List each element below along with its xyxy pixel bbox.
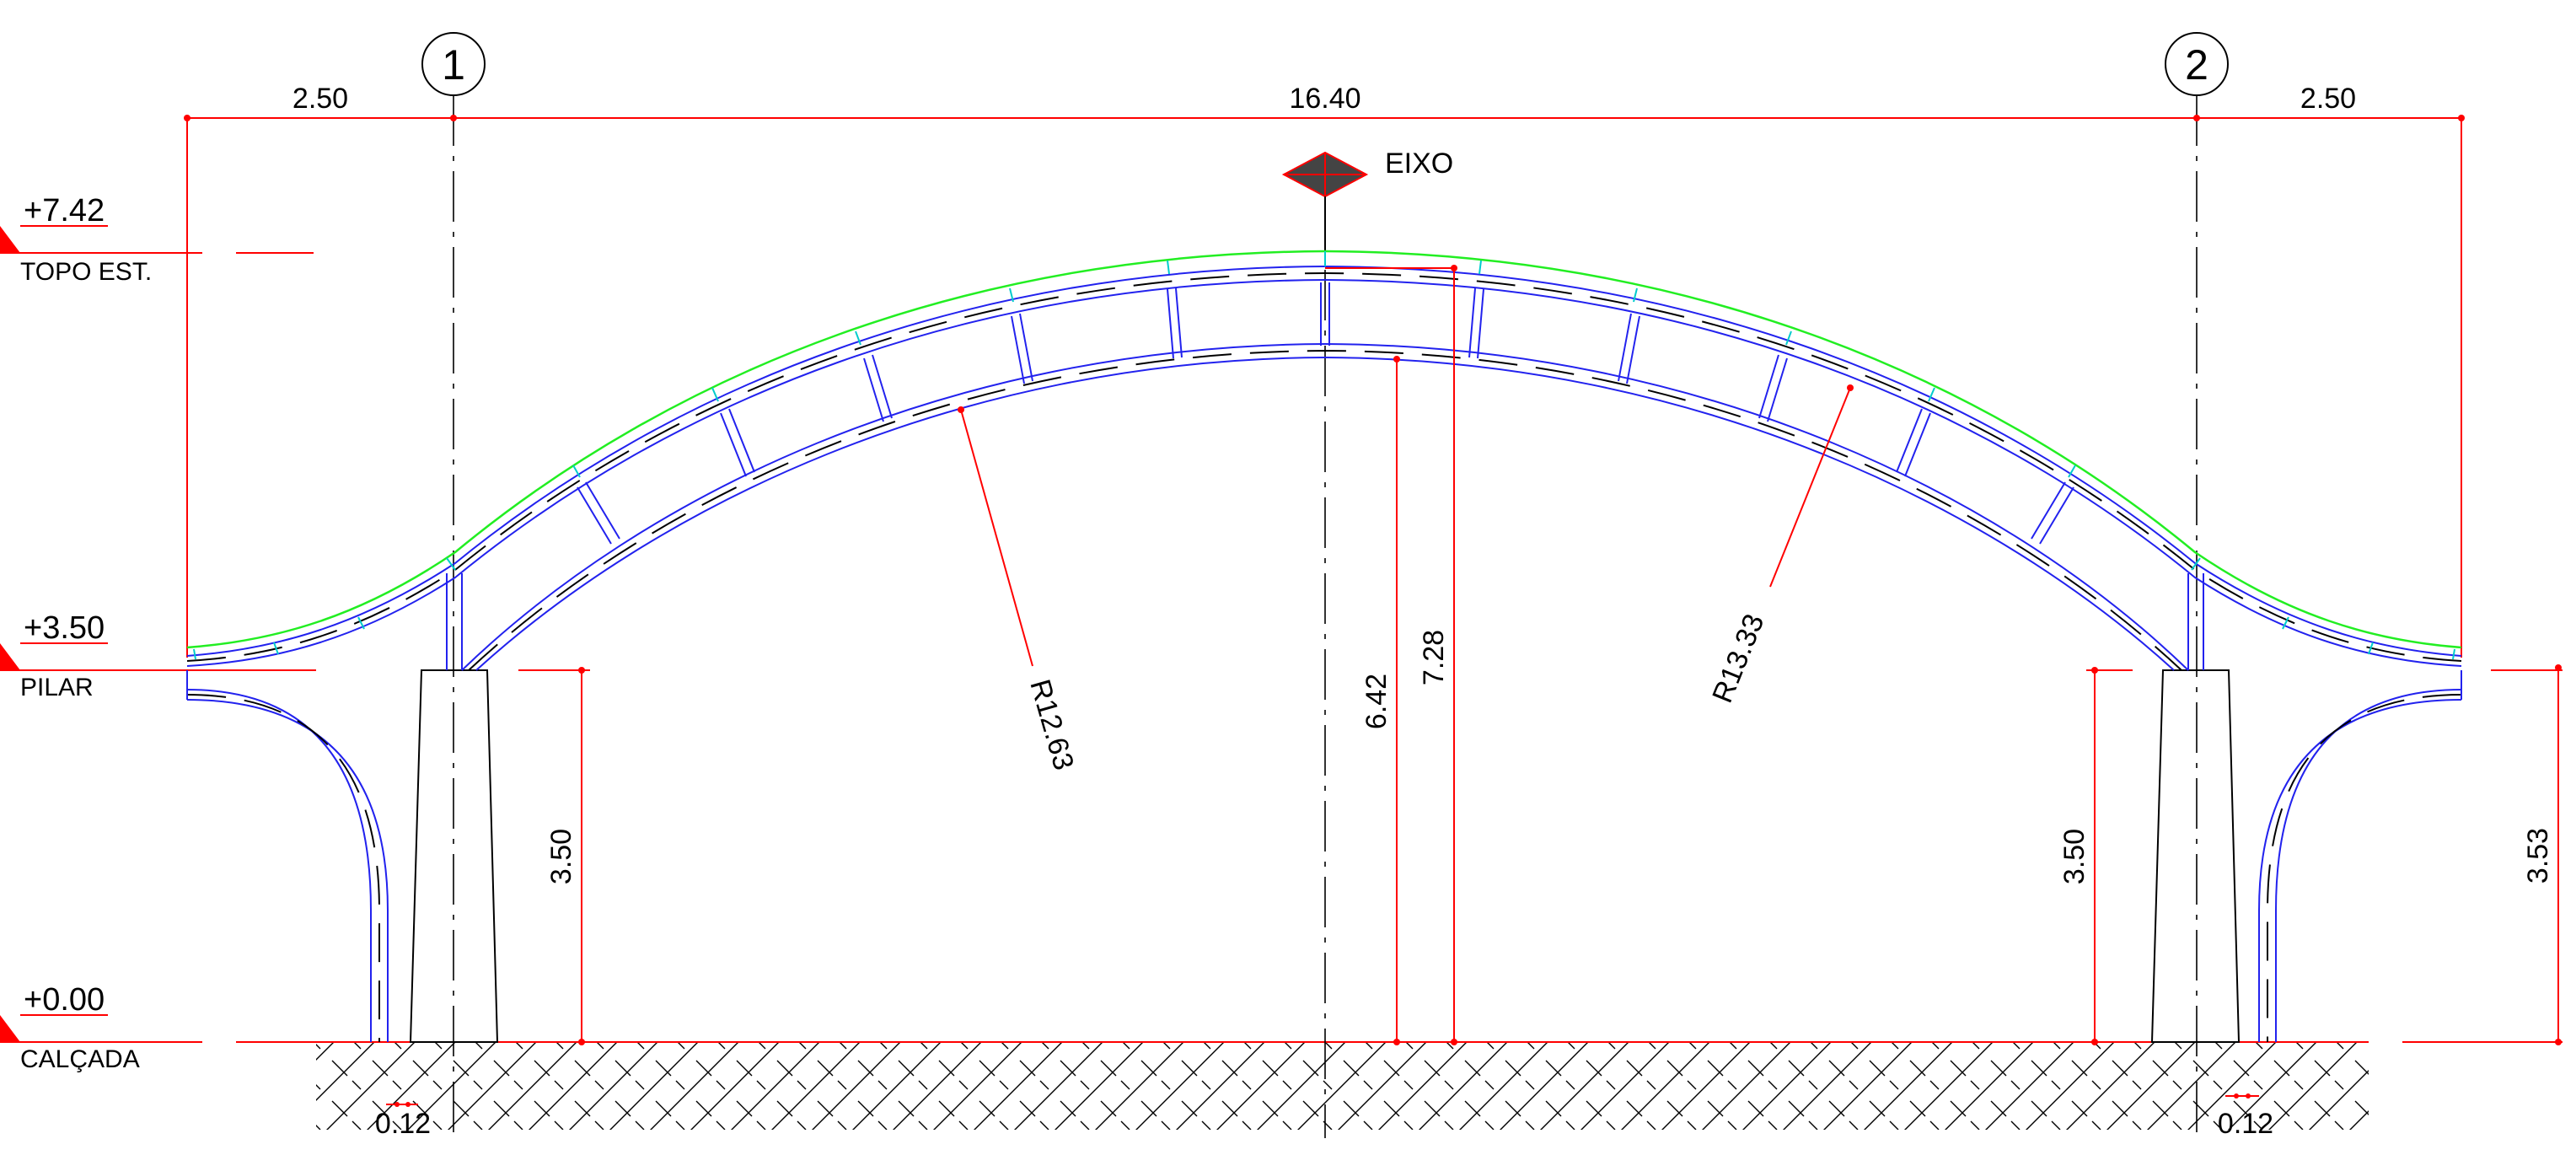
dim-span: 16.40 [1289,83,1360,115]
grid-axis-label-1: 1 [442,41,465,89]
level-value-ground: +0.00 [24,982,105,1018]
dim-pillar-height-left: 3.50 [545,829,577,884]
left-curved-support [186,670,389,1042]
pillar-right [2150,669,2241,1043]
radius-inner: R12.63 [958,406,1080,774]
dim-right-edge-height: 3.53 [2522,828,2554,884]
dim-intrados-height: 6.42 [1360,674,1393,729]
dim-right-overhang: 2.50 [2300,83,2356,115]
axis-marker-label: EIXO [1385,148,1453,180]
axis-marker: EIXO [1281,148,1453,253]
grid-axis-1: 1 [421,32,486,1138]
right-curved-support [2258,670,2462,1042]
grid-axis-label-2: 2 [2185,41,2208,89]
dim-gap-left: 0.12 [375,1102,431,1140]
dim-gap-left-label: 0.12 [375,1108,431,1140]
dim-inner-radius: R12.63 [1023,676,1080,774]
ground-hatch [316,1042,2369,1130]
dim-center-heights: 6.42 7.28 [1325,265,1457,1045]
grid-axis-2: 2 [2165,32,2229,1138]
main-arch [186,250,2462,671]
dim-gap-right: 0.12 [2218,1093,2273,1140]
level-value-top: +7.42 [24,193,105,228]
level-name-ground: CALÇADA [20,1045,140,1073]
level-name-top: TOPO EST. [20,258,152,286]
radius-outer: R13.33 [1706,384,1854,707]
dim-gap-right-label: 0.12 [2218,1108,2273,1140]
dim-pillar-right: 3.50 [2058,667,2098,1045]
level-marker-ground: +0.00 CALÇADA [0,982,140,1073]
dim-pillar-left: 3.50 [545,667,585,1045]
top-joints [193,251,2455,660]
dim-extrados-height: 7.28 [1418,630,1450,685]
dim-outer-radius: R13.33 [1706,610,1770,707]
arch-ribs [577,282,2074,545]
pillar-left [409,669,499,1043]
level-name-pillar: PILAR [20,674,94,701]
dim-right-edge: 3.53 [2522,664,2562,1045]
level-marker-pillar: +3.50 PILAR [0,610,108,701]
dim-left-overhang: 2.50 [292,83,348,115]
level-lines [0,252,2563,1043]
level-value-pillar: +3.50 [24,610,105,646]
top-dimension-chain: 2.50 16.40 2.50 [184,83,2465,658]
level-marker-top: +7.42 TOPO EST. [0,193,152,286]
dim-pillar-height-right: 3.50 [2058,829,2090,884]
